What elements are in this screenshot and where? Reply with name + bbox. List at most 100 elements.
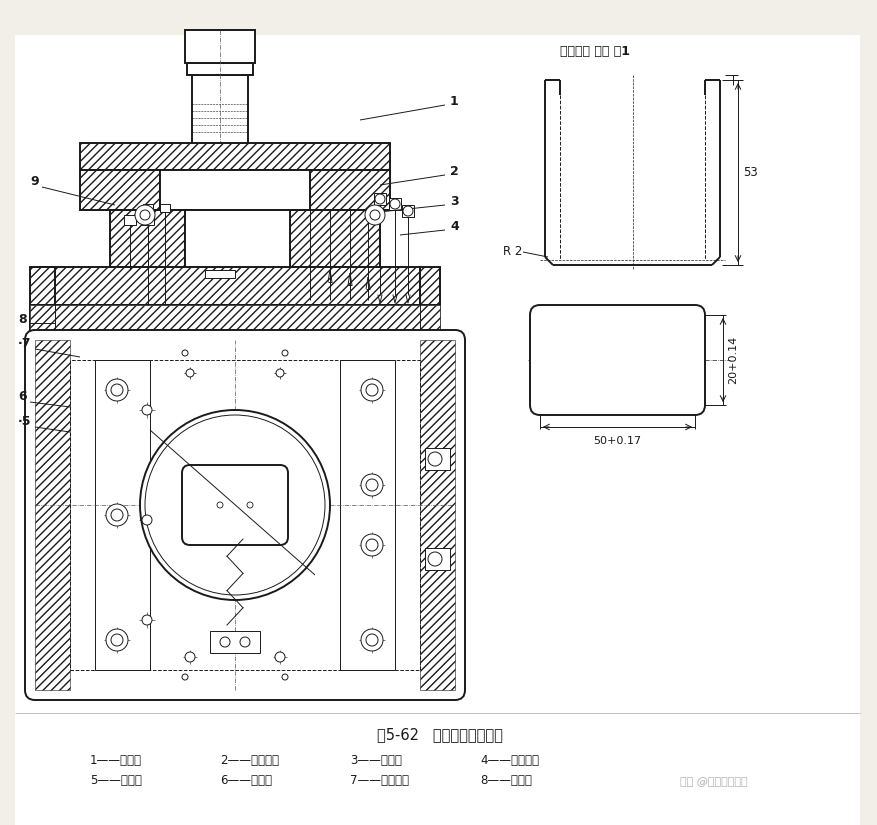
Text: 1: 1 — [450, 95, 459, 108]
Bar — [402, 205, 414, 217]
Bar — [30, 267, 55, 305]
Bar — [15, 35, 860, 715]
Bar — [70, 360, 420, 670]
Circle shape — [182, 674, 188, 680]
Text: 制件材料 黄铜 厚1: 制件材料 黄铜 厚1 — [560, 45, 630, 58]
Bar — [310, 170, 390, 210]
Bar — [187, 63, 253, 75]
Circle shape — [365, 205, 385, 225]
Circle shape — [276, 369, 284, 377]
Circle shape — [106, 629, 128, 651]
Circle shape — [366, 634, 378, 646]
Text: 知乎 @冲压模具设计: 知乎 @冲压模具设计 — [680, 777, 747, 787]
Circle shape — [275, 652, 285, 662]
Circle shape — [282, 350, 288, 356]
Bar — [80, 143, 390, 170]
Bar — [160, 170, 310, 210]
Circle shape — [366, 539, 378, 551]
Circle shape — [428, 452, 442, 466]
Bar — [192, 75, 248, 145]
Text: 图5-62   移动式凹模拉伸模: 图5-62 移动式凹模拉伸模 — [377, 728, 503, 742]
Bar — [30, 305, 440, 335]
Circle shape — [145, 415, 325, 595]
FancyBboxPatch shape — [530, 305, 705, 415]
Circle shape — [361, 629, 383, 651]
Bar — [185, 30, 255, 63]
Text: 8: 8 — [18, 313, 26, 326]
Bar — [143, 204, 153, 212]
Circle shape — [142, 405, 152, 415]
Bar — [55, 267, 420, 305]
Bar — [290, 210, 380, 270]
Bar — [425, 548, 450, 570]
Circle shape — [361, 474, 383, 496]
Bar — [185, 210, 290, 270]
Text: 53: 53 — [743, 166, 758, 179]
Bar — [142, 215, 154, 225]
Circle shape — [240, 637, 250, 647]
Bar — [30, 267, 55, 305]
Circle shape — [111, 384, 123, 396]
Circle shape — [106, 504, 128, 526]
Bar — [310, 170, 390, 210]
Bar — [124, 215, 136, 225]
Circle shape — [220, 637, 230, 647]
Bar — [425, 448, 450, 470]
Bar — [15, 713, 860, 825]
Text: 8——导板；: 8——导板； — [480, 774, 531, 786]
Circle shape — [366, 479, 378, 491]
Circle shape — [106, 379, 128, 401]
Circle shape — [366, 384, 378, 396]
Bar — [95, 360, 150, 670]
Bar — [110, 210, 185, 270]
Text: 2: 2 — [450, 165, 459, 178]
Bar — [80, 170, 160, 210]
Bar — [80, 170, 160, 210]
FancyBboxPatch shape — [25, 330, 465, 700]
Text: ·5: ·5 — [18, 415, 32, 428]
Bar — [110, 210, 185, 270]
Text: 4——固定板；: 4——固定板； — [480, 753, 539, 766]
Circle shape — [135, 205, 155, 225]
Circle shape — [142, 515, 152, 525]
Circle shape — [182, 350, 188, 356]
Text: 4: 4 — [450, 220, 459, 233]
Circle shape — [428, 552, 442, 566]
Text: 7——刮料板；: 7——刮料板； — [350, 774, 409, 786]
Circle shape — [111, 509, 123, 521]
Circle shape — [282, 674, 288, 680]
Circle shape — [370, 210, 380, 220]
Text: 50+0.17: 50+0.17 — [594, 436, 642, 446]
Bar — [420, 340, 455, 690]
Circle shape — [403, 206, 413, 216]
Circle shape — [140, 410, 330, 600]
Circle shape — [217, 502, 223, 508]
Bar — [160, 204, 170, 212]
Bar — [35, 340, 70, 690]
Text: 20+0.14: 20+0.14 — [728, 336, 738, 384]
Circle shape — [375, 194, 385, 204]
Circle shape — [111, 634, 123, 646]
Text: 1——凸模；: 1——凸模； — [90, 753, 142, 766]
Bar — [290, 210, 380, 270]
Circle shape — [185, 652, 195, 662]
Text: 6: 6 — [18, 390, 26, 403]
Text: 3: 3 — [450, 195, 459, 208]
Text: 2——定位板；: 2——定位板； — [220, 753, 279, 766]
Text: ·7: ·7 — [18, 337, 32, 350]
Text: 3——托板；: 3——托板； — [350, 753, 402, 766]
Circle shape — [142, 615, 152, 625]
Text: 9: 9 — [30, 175, 39, 188]
Circle shape — [361, 379, 383, 401]
Text: 5——接套；: 5——接套； — [90, 774, 142, 786]
Bar — [374, 193, 386, 205]
Circle shape — [390, 199, 400, 209]
Bar — [420, 267, 440, 305]
Bar — [205, 270, 235, 278]
Bar — [80, 143, 390, 170]
Circle shape — [361, 534, 383, 556]
Circle shape — [186, 369, 194, 377]
Circle shape — [247, 502, 253, 508]
Text: R 2: R 2 — [503, 245, 523, 258]
FancyBboxPatch shape — [182, 465, 288, 545]
